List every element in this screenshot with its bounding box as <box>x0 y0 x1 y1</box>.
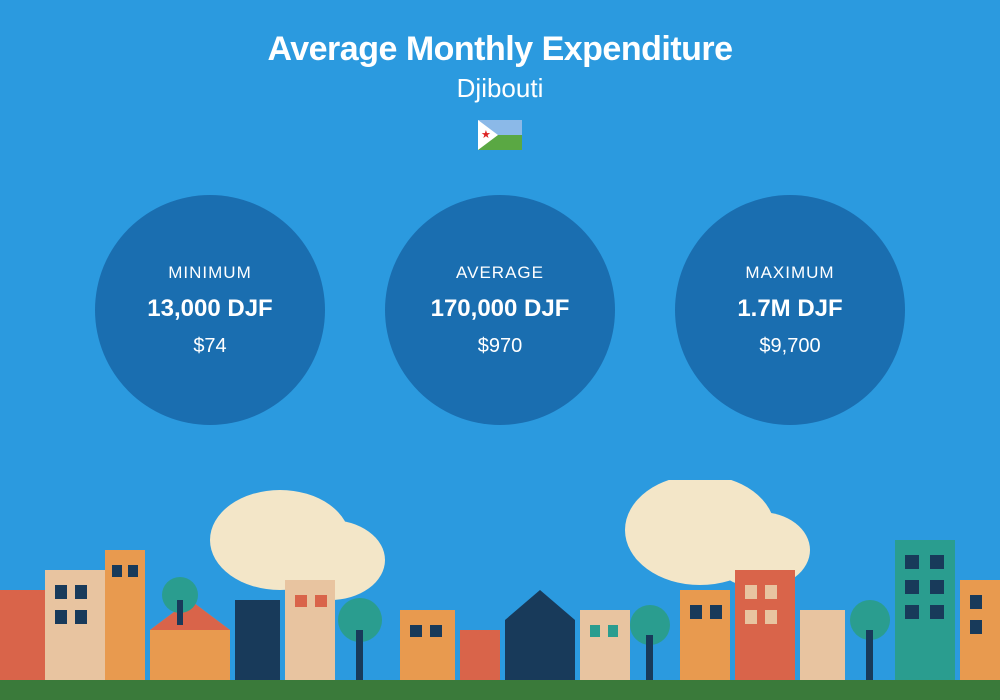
city-illustration <box>0 480 1000 700</box>
page-subtitle: Djibouti <box>0 73 1000 104</box>
stat-value: 13,000 DJF <box>147 295 272 323</box>
stat-value: 170,000 DJF <box>431 295 570 323</box>
header: Average Monthly Expenditure Djibouti <box>0 0 1000 155</box>
stats-row: MINIMUM 13,000 DJF $74 AVERAGE 170,000 D… <box>0 195 1000 425</box>
stat-usd: $9,700 <box>759 335 820 358</box>
page-title: Average Monthly Expenditure <box>0 30 1000 69</box>
flag-icon <box>478 120 522 150</box>
stat-maximum: MAXIMUM 1.7M DJF $9,700 <box>675 195 905 425</box>
stat-label: AVERAGE <box>456 263 544 283</box>
stat-label: MAXIMUM <box>745 263 834 283</box>
stat-label: MINIMUM <box>168 263 251 283</box>
stat-usd: $970 <box>478 335 523 358</box>
stat-value: 1.7M DJF <box>737 295 842 323</box>
stat-average: AVERAGE 170,000 DJF $970 <box>385 195 615 425</box>
stat-usd: $74 <box>193 335 226 358</box>
stat-minimum: MINIMUM 13,000 DJF $74 <box>95 195 325 425</box>
